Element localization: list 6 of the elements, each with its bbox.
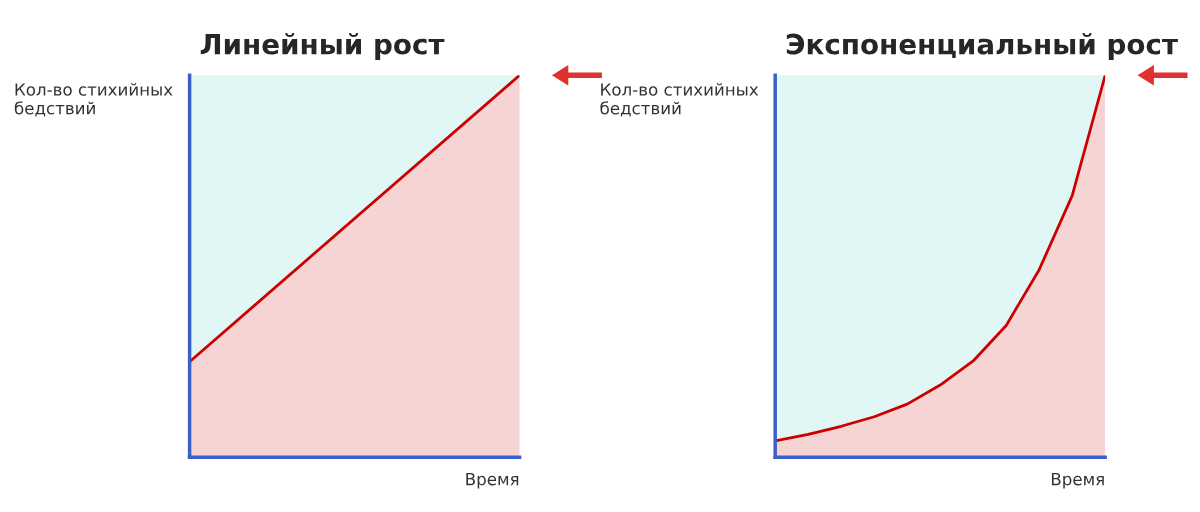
y-axis-title: Кол-во стихийных бедствий [14, 82, 173, 117]
y-axis-title: Кол-во стихийных бедствий [600, 82, 759, 117]
chart-title: Линейный рост [200, 32, 445, 60]
x-axis-title: Время [466, 473, 519, 489]
chart-title: Экспоненциальный рост [786, 32, 1178, 60]
x-axis-title: Время [1051, 473, 1104, 489]
